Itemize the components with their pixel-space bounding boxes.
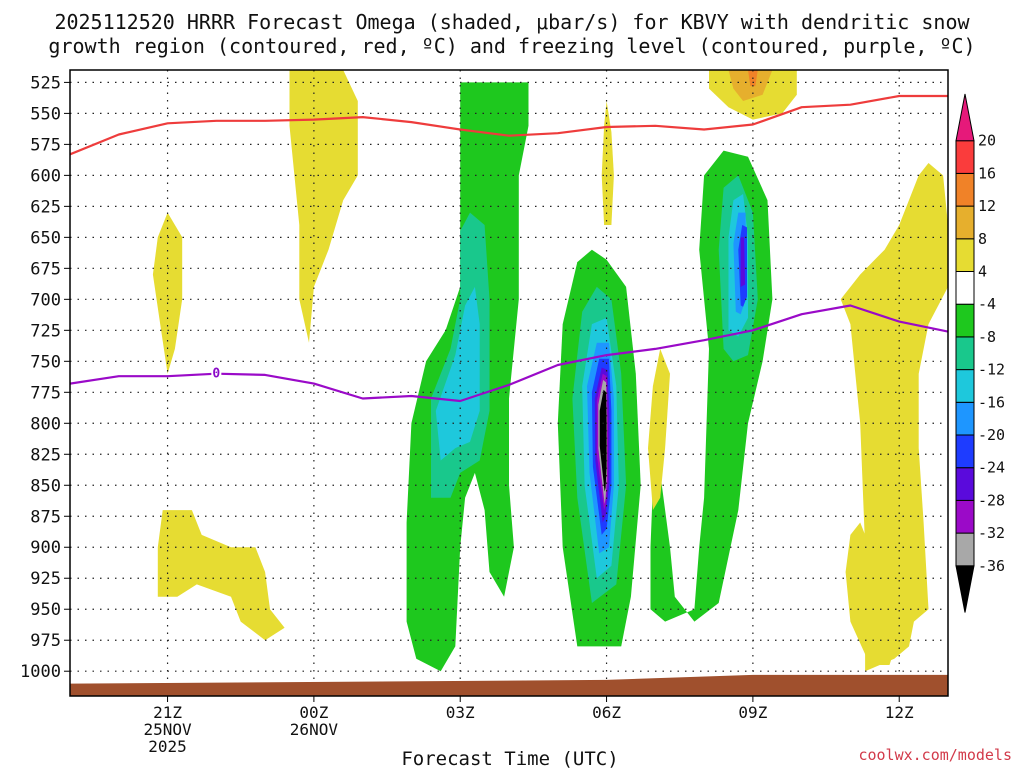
- colorbar-segment: [955, 303, 975, 338]
- colorbar-segment: [955, 238, 975, 273]
- y-tick-label: 850: [30, 476, 61, 496]
- colorbar-segment: [955, 172, 975, 207]
- colorbar-segment: [955, 336, 975, 371]
- colorbar: -36 -32 -28 -24 -20 -16 -12 -8 -4 4 8 12 16 20: [955, 93, 1005, 613]
- y-tick-label: 875: [30, 507, 61, 527]
- colorbar-label: -8: [978, 328, 996, 346]
- x-axis-label: Forecast Time (UTC): [401, 748, 618, 768]
- y-tick-label: 775: [30, 383, 61, 403]
- y-tick-label: 1000: [20, 662, 61, 682]
- colorbar-label: 20: [978, 132, 996, 150]
- y-tick-label: 525: [30, 73, 61, 93]
- y-tick-label: 625: [30, 197, 61, 217]
- omega-shaded-regions: [152, 70, 948, 672]
- freezing-level-label: 0: [212, 367, 220, 382]
- y-tick-label: 575: [30, 135, 61, 155]
- omega-region-22: [648, 348, 670, 511]
- contour-lines: 0: [70, 94, 948, 403]
- colorbar-label: 4: [978, 263, 987, 281]
- colorbar-bottom-arrow: [955, 565, 975, 613]
- colorbar-segment: [955, 140, 975, 174]
- y-tick-label: 725: [30, 321, 61, 341]
- terrain-fill: [70, 674, 948, 696]
- colorbar-segment: [955, 467, 975, 501]
- y-tick-label: 950: [30, 600, 61, 620]
- colorbar-segment: [955, 271, 975, 305]
- colorbar-label: 12: [978, 197, 996, 215]
- y-tick-label: 550: [30, 104, 61, 124]
- x-tick-label: 09Z: [738, 703, 767, 722]
- colorbar-label: -24: [978, 459, 1005, 477]
- omega-region-20: [157, 510, 285, 641]
- x-tick-label: 25NOV: [143, 720, 192, 739]
- omega-region-21: [601, 101, 614, 225]
- colorbar-label: -20: [978, 426, 1005, 444]
- colorbar-segment: [955, 205, 975, 240]
- omega-region-11: [599, 389, 607, 492]
- omega-region-27: [845, 522, 900, 665]
- y-tick-label: 650: [30, 228, 61, 248]
- y-tick-label: 900: [30, 538, 61, 558]
- colorbar-label: 16: [978, 164, 996, 182]
- x-tick-label: 26NOV: [290, 720, 339, 739]
- omega-region-17: [740, 237, 746, 287]
- colorbar-label: -12: [978, 361, 1005, 379]
- chart-title-line-2: growth region (contoured, red, ºC) and f…: [48, 34, 975, 58]
- x-tick-label: 2025: [148, 737, 187, 756]
- colorbar-label: -36: [978, 557, 1005, 575]
- y-axis: 525 550 575 600 625 650 675 700 725 750 775 800 825 8…: [20, 73, 70, 682]
- x-tick-label: 06Z: [592, 703, 621, 722]
- colorbar-label: 8: [978, 230, 987, 248]
- colorbar-label: -4: [978, 295, 996, 313]
- colorbar-segment: [955, 499, 975, 534]
- chart-title-line-1: 2025112520 HRRR Forecast Omega (shaded, …: [54, 10, 970, 34]
- x-tick-label: 12Z: [885, 703, 914, 722]
- x-tick-label: 03Z: [446, 703, 475, 722]
- colorbar-segment: [955, 434, 975, 469]
- y-tick-label: 675: [30, 259, 61, 279]
- y-tick-label: 750: [30, 352, 61, 372]
- omega-region-18: [289, 70, 358, 343]
- y-tick-label: 700: [30, 290, 61, 310]
- colorbar-segment: [955, 532, 975, 567]
- omega-region-19: [152, 212, 183, 374]
- y-tick-label: 825: [30, 445, 61, 465]
- freezing-label-bg: [211, 365, 222, 380]
- colorbar-label: -32: [978, 524, 1005, 542]
- plot-frame: [69, 69, 949, 697]
- dgz-contour-line: [70, 94, 948, 156]
- x-tick-label: 00Z: [299, 703, 328, 722]
- y-tick-label: 600: [30, 166, 61, 186]
- colorbar-segment: [955, 369, 975, 403]
- y-tick-label: 800: [30, 414, 61, 434]
- terrain-polygon: [70, 674, 948, 696]
- y-tick-label: 925: [30, 569, 61, 589]
- colorbar-label: -16: [978, 393, 1005, 411]
- y-tick-label: 975: [30, 631, 61, 651]
- colorbar-segment: [955, 401, 975, 436]
- colorbar-top-arrow: [955, 93, 975, 142]
- x-tick-label: 21Z: [153, 703, 182, 722]
- colorbar-label: -28: [978, 491, 1005, 509]
- credit-link[interactable]: coolwx.com/models: [858, 746, 1012, 764]
